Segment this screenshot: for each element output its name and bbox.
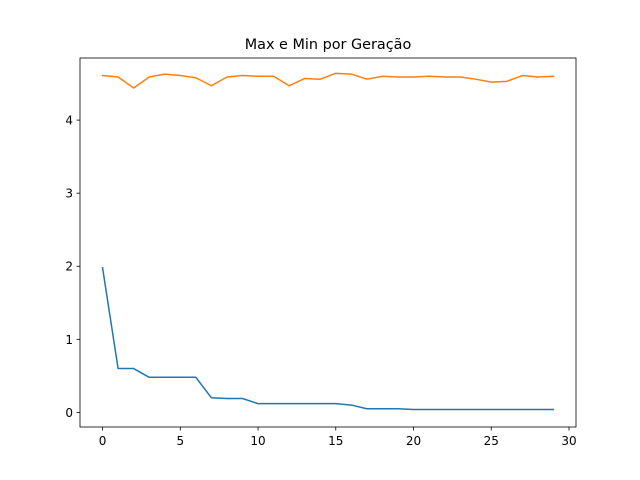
axes: 0 5 10 15 20 25 30 0 1 2 3 4 — [65, 57, 577, 448]
y-tick-label: 0 — [65, 406, 73, 420]
x-tick-label: 30 — [561, 434, 576, 448]
x-tick-label: 10 — [250, 434, 265, 448]
x-tick-label: 25 — [484, 434, 499, 448]
series-1-line — [101, 72, 555, 89]
plot-area — [101, 72, 555, 411]
y-tick-label: 3 — [65, 187, 73, 201]
x-tick-label: 15 — [328, 434, 343, 448]
chart-title: Max e Min por Geração — [245, 37, 412, 53]
series-0-line — [101, 266, 555, 411]
axes-frame — [79, 57, 577, 428]
x-tick-label: 20 — [406, 434, 421, 448]
y-tick-label: 1 — [65, 333, 73, 347]
y-tick-label: 2 — [65, 260, 73, 274]
y-tick-label: 4 — [65, 114, 73, 128]
x-tick-label: 0 — [99, 434, 107, 448]
x-tick-label: 5 — [176, 434, 184, 448]
